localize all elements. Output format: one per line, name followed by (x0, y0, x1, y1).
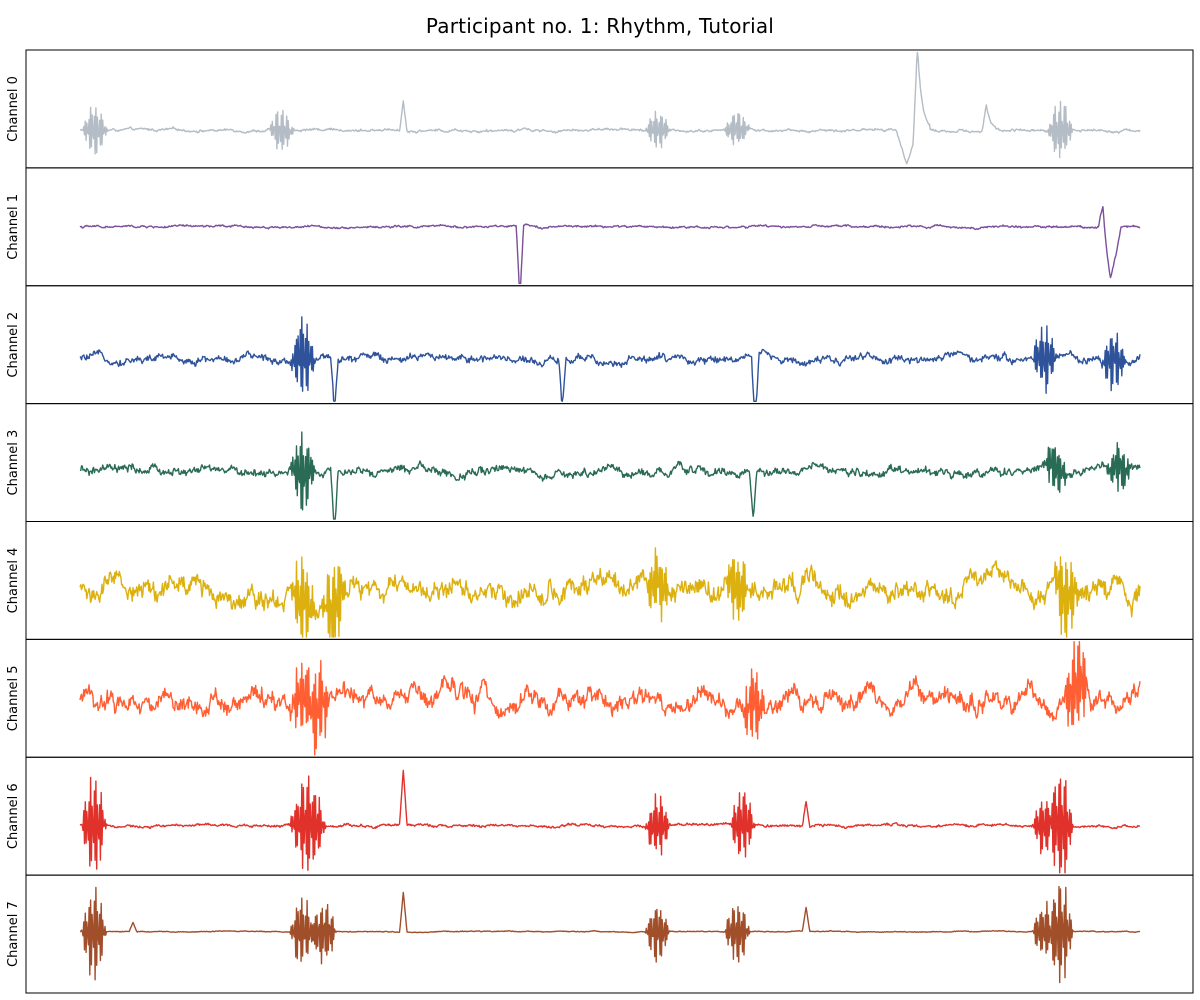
channel-label: Channel 0 (6, 76, 21, 142)
channel-trace (79, 885, 1141, 984)
channel-label: Channel 3 (6, 430, 21, 496)
channel-trace (79, 51, 1141, 165)
channel-trace (79, 316, 1141, 402)
channel-label: Channel 6 (6, 783, 21, 849)
channel-trace (79, 547, 1141, 638)
panel-frame (25, 874, 1194, 994)
channel-label: Channel 5 (6, 665, 21, 731)
panel-frame (25, 49, 1194, 169)
channel-trace (79, 431, 1141, 520)
channel-trace (79, 641, 1141, 756)
channel-panel: Channel 6 (6, 756, 1194, 876)
channel-trace (79, 769, 1141, 874)
chart-title: Participant no. 1: Rhythm, Tutorial (425, 14, 775, 38)
channel-panel: Channel 0 (6, 49, 1194, 169)
panel-frame (25, 403, 1194, 522)
channel-panel: Channel 2 (6, 285, 1194, 405)
channel-panel: Channel 1 (6, 167, 1194, 287)
channel-label: Channel 2 (6, 312, 21, 378)
channel-label: Channel 1 (6, 194, 21, 260)
panel-frame (25, 285, 1194, 405)
channel-panel: Channel 4 (6, 521, 1194, 640)
channel-panel: Channel 7 (6, 874, 1194, 994)
channel-label: Channel 4 (6, 548, 21, 614)
channel-panel: Channel 3 (6, 403, 1194, 522)
channel-trace (79, 205, 1141, 285)
channel-panel: Channel 5 (6, 638, 1194, 758)
panel-frame (25, 756, 1194, 876)
channel-label: Channel 7 (6, 901, 21, 967)
